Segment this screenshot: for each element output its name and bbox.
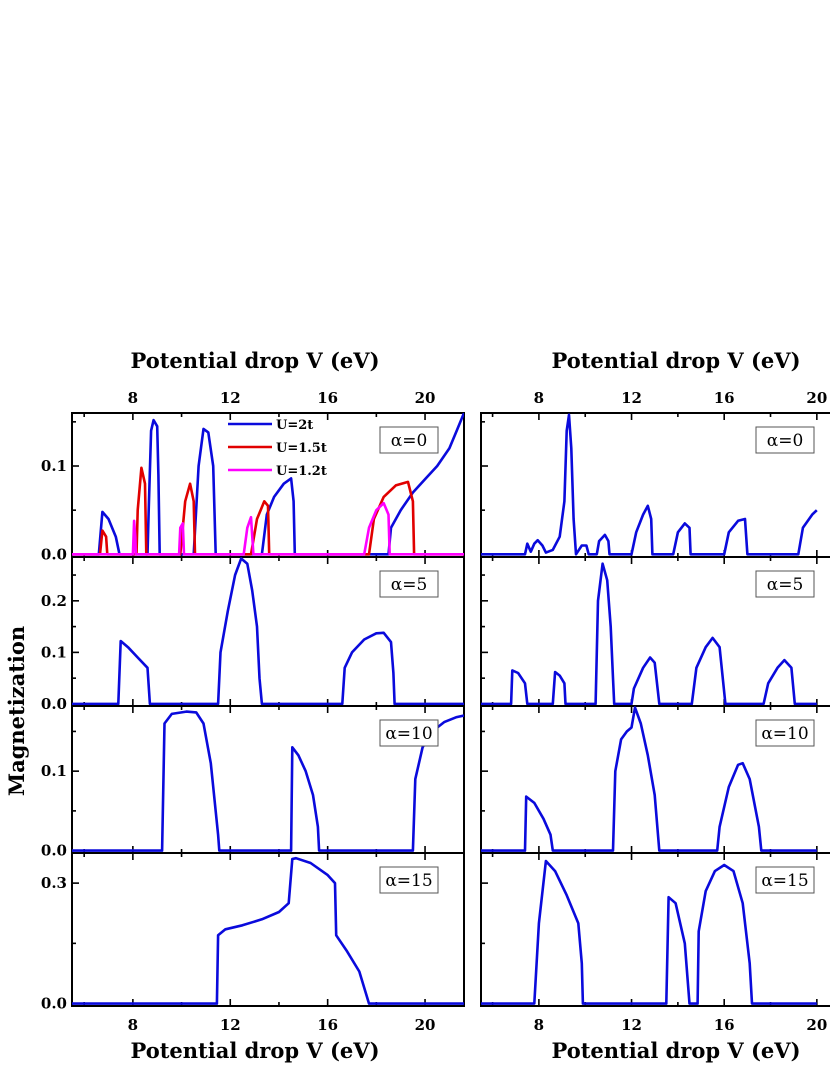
- panel-c1-r1-series-0-line: [481, 562, 817, 706]
- panel-c1-r0-series-0-line: [481, 413, 818, 556]
- panel-c1-r2-alpha-box: [755, 719, 815, 747]
- panel-c1-r2: α=10: [480, 705, 830, 854]
- panel-c1-r0-alpha-label: α=0: [767, 431, 804, 451]
- panel-c0-r3-alpha-label: α=15: [385, 871, 432, 891]
- panel-c1-r2-alpha-label: α=10: [761, 724, 808, 744]
- panel-c0-r0-xtick-label: 20: [415, 389, 436, 407]
- panel-c0-r1-ytick-label: 0.0: [41, 695, 67, 713]
- panel-c1-r3-xtick-label: 20: [806, 1016, 827, 1034]
- panel-c1-r3-alpha-label: α=15: [761, 871, 808, 891]
- panel-c0-r3-series-0-line: [72, 856, 464, 1005]
- panel-c1-r0-xtick-label: 20: [806, 389, 827, 407]
- panel-c0-r0-xtick-label: 8: [128, 389, 138, 407]
- panel-c0-r0-series-2-line: [72, 501, 464, 556]
- x-axis-title-bottom-right: Potential drop V (eV): [551, 1038, 800, 1063]
- panel-c1-r0-xtick-label: 12: [621, 389, 642, 407]
- panel-c1-r2-series-0-line: [481, 706, 817, 852]
- x-axis-title-top-right: Potential drop V (eV): [551, 348, 800, 373]
- panel-c0-r3: 0.0 0.3 8 12 16 20 α=15: [41, 852, 465, 1034]
- panel-c0-r0: 0.0 0.1 8 12 16 20 α=0: [41, 389, 465, 563]
- panel-c0-r3-xtick-label: 8: [128, 1016, 138, 1034]
- panel-c0-r3-ytick-label: 0.3: [41, 874, 67, 892]
- panel-c1-r3-xtick-label: 16: [714, 1016, 735, 1034]
- panel-c1-r0-xtick-label: 8: [534, 389, 544, 407]
- panel-c0-r1-ytick-label: 0.2: [41, 592, 67, 610]
- panel-c1-r1-alpha-box: [755, 570, 815, 598]
- panel-c1-r0: 8 12 16 20 α=0: [480, 389, 830, 558]
- panel-c1-r3-frame: [480, 852, 830, 1007]
- panel-c0-r0-xtick-label: 12: [220, 389, 241, 407]
- panel-c0-r1: 0.0 0.1 0.2 α=5: [41, 556, 465, 713]
- legend-label-0: U=2t: [276, 418, 313, 433]
- panel-c0-r3-xtick-label: 12: [220, 1016, 241, 1034]
- panel-c0-r1-alpha-box: [379, 570, 439, 598]
- panel-c0-r3-alpha-box: [379, 866, 439, 894]
- panels: 0.00.18 12 16 20α=00.00.10.2α=50.00.1α=100.…: [41, 389, 830, 1034]
- y-axis-title: Magnetization: [4, 626, 29, 796]
- panel-c0-r0-xtick-label: 16: [317, 389, 338, 407]
- panel-c0-r3-xtick-label: 16: [317, 1016, 338, 1034]
- panel-c0-r2-alpha-box: [379, 719, 439, 747]
- panel-c1-r0-alpha-box: [755, 426, 815, 454]
- panel-c0-r3-ytick-label: 0.0: [41, 995, 67, 1013]
- panel-c1-r3-alpha-box: [755, 866, 815, 894]
- panel-c0-r0-series-1-line: [72, 466, 464, 556]
- panel-c0-r1-series-0-line: [72, 557, 464, 706]
- legend-label-1: U=1.5t: [276, 441, 327, 456]
- panel-c0-r0-alpha-box: [379, 426, 439, 454]
- panel-c1-r3-series-0-line: [481, 859, 817, 1005]
- x-axis-title-top-left: Potential drop V (eV): [130, 348, 379, 373]
- panel-c0-r1-alpha-label: α=5: [391, 575, 428, 595]
- panel-c0-r2-alpha-label: α=10: [385, 724, 432, 744]
- panel-c1-r3-xtick-label: 12: [621, 1016, 642, 1034]
- panel-c0-r2-ytick-label: 0.0: [41, 842, 67, 860]
- panel-c1-r0-xtick-label: 16: [714, 389, 735, 407]
- panel-c0-r2-ytick-label: 0.1: [41, 762, 67, 780]
- panel-c0-r0-ytick-label: 0.0: [41, 545, 67, 563]
- panel-c0-r2: 0.0 0.1 α=10: [41, 705, 465, 860]
- legend: U=2t U=1.5t U=1.2t: [228, 418, 327, 479]
- panel-c0-r3-frame: [71, 852, 465, 1007]
- panel-c1-r3: 8 12 16 20 α=15: [480, 852, 830, 1034]
- panel-c0-r3-xtick-label: 20: [415, 1016, 436, 1034]
- panel-c0-r1-ytick-label: 0.1: [41, 643, 67, 661]
- x-axis-title-bottom-left: Potential drop V (eV): [130, 1038, 379, 1063]
- panel-c1-r3-xtick-label: 8: [534, 1016, 544, 1034]
- panel-c1-r1-alpha-label: α=5: [767, 575, 804, 595]
- panel-c0-r0-alpha-label: α=0: [391, 431, 428, 451]
- panel-c0-r0-ytick-label: 0.1: [41, 457, 67, 475]
- legend-label-2: U=1.2t: [276, 464, 327, 479]
- panel-c1-r1: α=5: [480, 556, 830, 707]
